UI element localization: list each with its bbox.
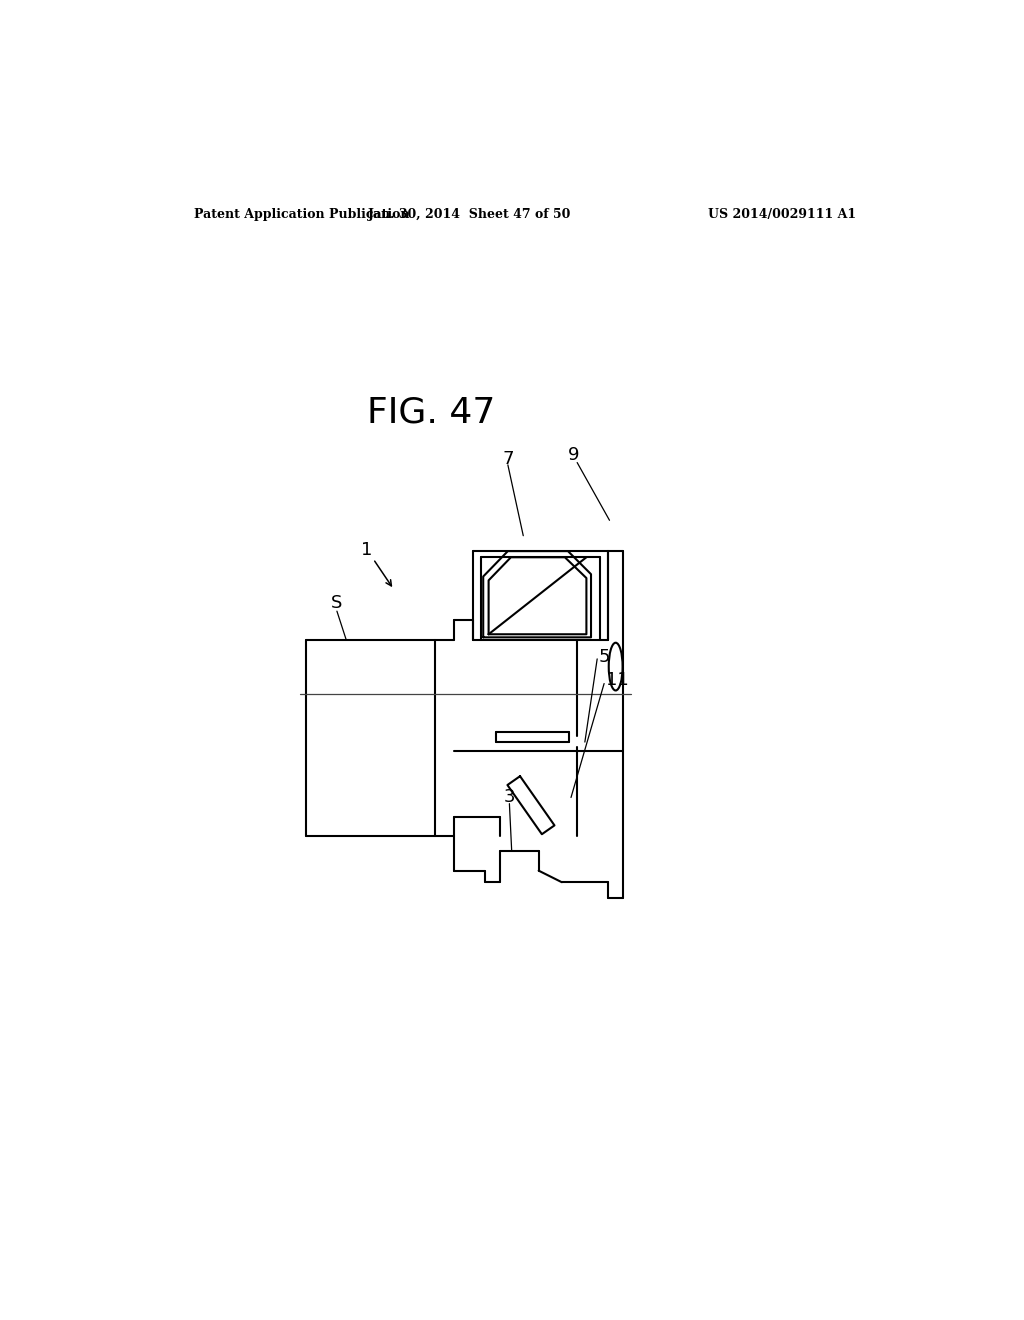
Text: 11: 11 — [605, 672, 629, 689]
Text: S: S — [331, 594, 343, 612]
Text: 1: 1 — [361, 541, 373, 558]
Text: 5: 5 — [599, 648, 610, 667]
Text: Jan. 30, 2014  Sheet 47 of 50: Jan. 30, 2014 Sheet 47 of 50 — [368, 209, 571, 222]
Text: US 2014/0029111 A1: US 2014/0029111 A1 — [708, 209, 856, 222]
Text: 9: 9 — [567, 446, 579, 463]
Text: 3: 3 — [504, 788, 515, 807]
Text: FIG. 47: FIG. 47 — [367, 396, 495, 429]
Text: 7: 7 — [502, 450, 514, 467]
Text: Patent Application Publication: Patent Application Publication — [194, 209, 410, 222]
